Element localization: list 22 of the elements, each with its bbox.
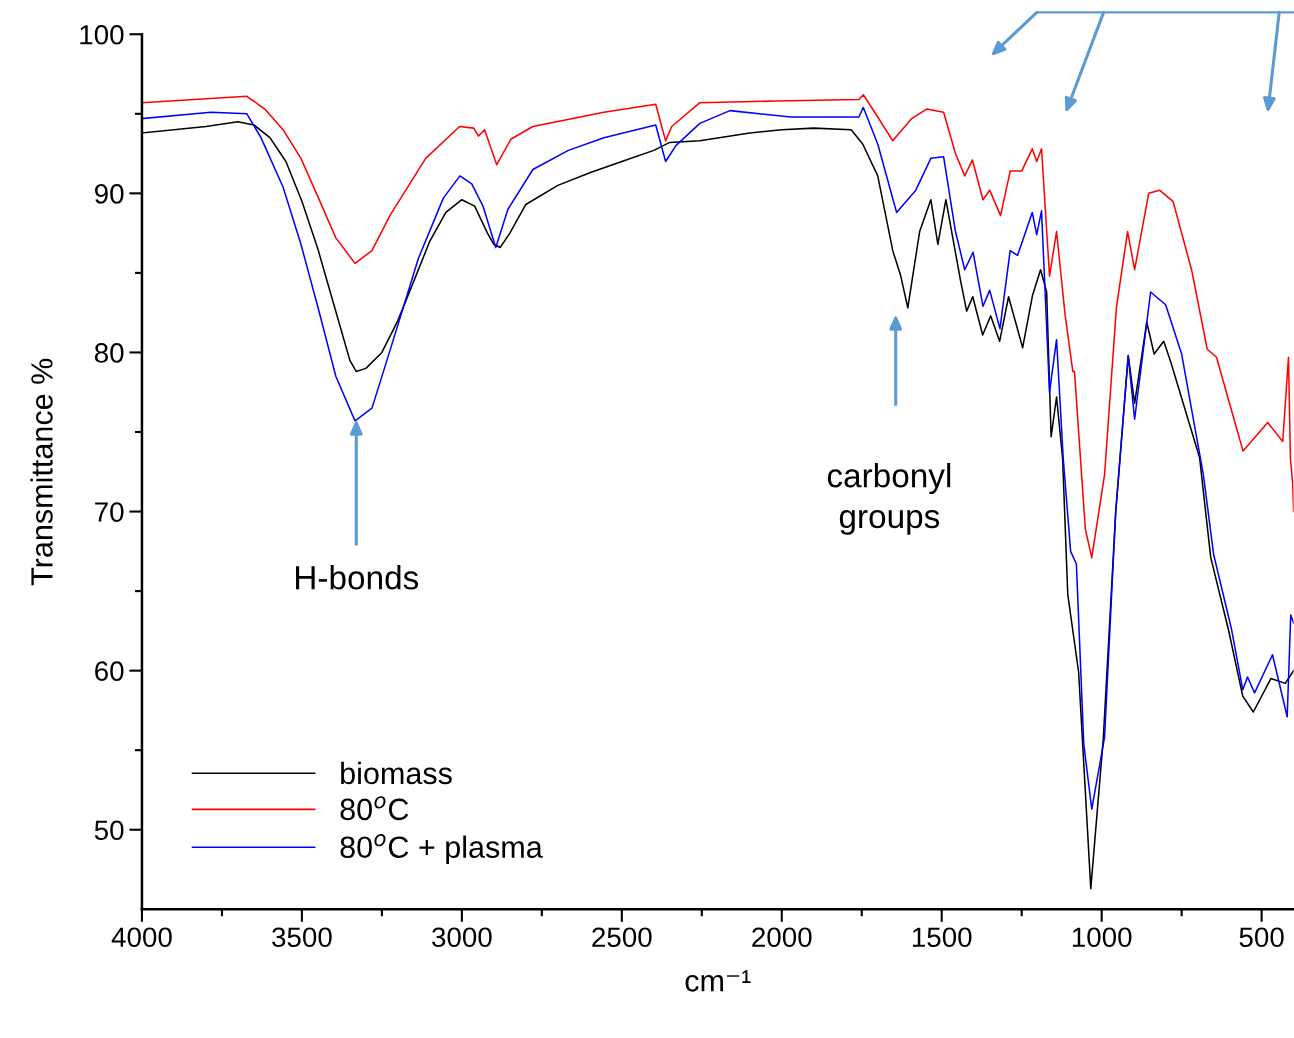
y-tick-label: 80: [94, 343, 124, 363]
x-tick-label: 2500: [592, 927, 652, 948]
annotation: carbonyl groups: [827, 463, 951, 535]
y-tick-label: 100: [80, 24, 124, 45]
legend-label: biomass: [341, 761, 452, 785]
y-tick-label: 50: [94, 820, 124, 841]
x-tick-label: 500: [1239, 927, 1284, 948]
y-tick-label: 60: [95, 661, 124, 681]
y-tick-label: 70: [95, 502, 124, 522]
line-series: [141, 93, 1294, 559]
annotation: H-bonds: [296, 565, 419, 590]
x-tick-label: 3500: [272, 927, 332, 948]
x-axis-title: cm⁻¹: [685, 970, 751, 992]
x-tick-label: 1500: [912, 927, 972, 948]
x-tick-label: 2000: [752, 927, 812, 948]
y-axis-title: Transmittance %: [30, 358, 53, 586]
legend-label: 80$^{o}$C + plasma: [340, 834, 543, 865]
y-tick-label: 90: [95, 184, 124, 204]
legend-label: 80$^{o}$C: [340, 796, 409, 821]
x-tick-label: 3000: [432, 927, 492, 948]
x-tick-label: 4000: [111, 927, 172, 948]
x-tick-label: 1000: [1072, 927, 1132, 948]
